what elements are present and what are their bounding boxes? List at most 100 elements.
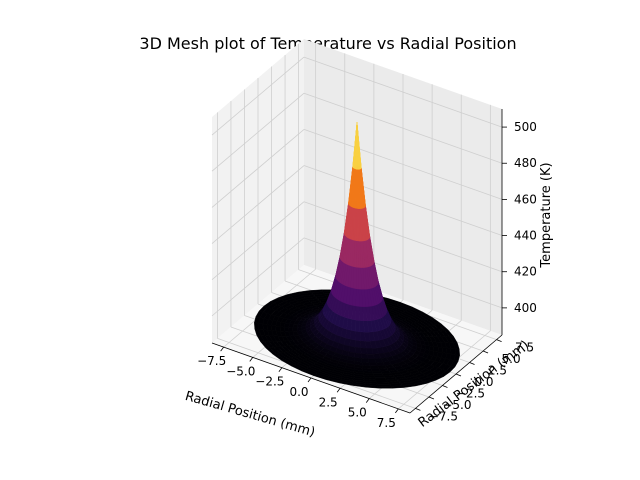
surface-face [354,346,362,354]
grid-line-z-left [211,92,305,172]
y-tick-mark [428,396,435,400]
surface-face [279,326,285,332]
surface-face [446,347,452,355]
surface-face [275,325,281,332]
surface-face [361,358,370,363]
surface-face [359,320,365,333]
x-tick-mark [278,367,283,372]
surface-face [355,319,361,333]
x-tick-label: −5.0 [226,364,255,378]
x-tick-label: 2.5 [319,395,338,409]
surface-face [339,380,354,386]
temperature-surface [254,121,460,389]
x-axis-ticks: −7.5−5.0−2.5 0.0 2.5 5.0 7.5 [197,346,399,430]
y-tick-label: 2.5 [488,364,507,378]
surface-face [369,365,380,370]
surface-face [359,331,366,342]
y-tick-label: −7.5 [429,409,458,423]
z-tick-label: 500 [514,120,537,134]
surface-face [271,325,277,332]
grid-line-z-back [303,237,503,309]
grid-line-z-back [303,201,503,273]
x-tick-label: 0.0 [289,385,308,399]
grid-line-z-left [211,165,305,244]
surface-face [373,375,386,379]
surface-face [350,319,356,332]
surface-face [350,330,356,341]
grid-line-z-left [211,56,305,136]
surface-face [368,362,378,367]
surface-face [372,373,384,376]
y-tick-mark [442,385,448,388]
y-tick-mark [469,362,475,365]
y-tick-label: −2.5 [456,386,485,400]
surface-face [374,377,387,381]
surface-face [288,327,294,332]
y-tick-label: −5.0 [442,398,471,412]
y-tick-mark [496,339,502,342]
surface-face [355,330,361,341]
surface-face [355,266,360,290]
y-tick-mark [482,350,489,354]
surface-face [367,353,375,359]
surface-face [359,306,364,322]
z-tick-label: 420 [514,265,537,279]
surface-face [355,288,360,307]
z-tick-label: 480 [514,156,537,170]
surface-face [450,348,456,355]
surface-face [258,323,264,330]
y-tick-mark [415,408,421,411]
surface-face [349,338,356,348]
z-axis-label: Temperature (K) [539,162,554,268]
y-axis-ticks: −7.5−5.0−2.50.02.55.07.5 [415,339,534,423]
grid-line-z-left [211,129,305,208]
grid-line-z-left [211,201,305,281]
surface-face [266,324,272,331]
surface-face [442,347,448,354]
x-tick-mark [249,357,254,362]
surface-face [390,385,406,389]
surface-face [284,326,290,332]
x-tick-label: −2.5 [255,375,284,389]
z-tick-label: 460 [514,192,537,206]
surface-face [367,358,377,363]
surface-face [454,348,460,356]
surface-face [376,381,390,385]
surface-face [370,368,381,372]
surface-face [377,383,392,387]
x-tick-label: −7.5 [197,354,226,368]
x-tick-label: 5.0 [348,406,367,420]
surface-face [360,340,367,349]
chart-title: 3D Mesh plot of Temperature vs Radial Po… [139,34,516,53]
surface-face [371,371,383,374]
surface-face [354,339,362,349]
y-tick-mark [455,373,462,377]
x-tick-mark [395,408,399,414]
surface-face [352,287,357,307]
x-tick-label: 7.5 [377,416,396,430]
grid-line-z-back [303,56,503,128]
x-tick-mark [220,346,224,352]
surface-face [345,328,352,340]
surface-face [360,347,368,355]
grid-line-z-back [303,92,503,164]
surface-face [355,305,360,321]
surface-face [292,327,298,332]
surface-face [254,322,260,330]
x-tick-mark [365,398,370,403]
grid-line-z-back [303,129,503,200]
z-tick-label: 440 [514,229,537,243]
z-axis-ticks: 400 420 440 460 480 500 [502,120,537,315]
surface-face [262,323,268,331]
z-tick-label: 400 [514,301,537,315]
y-tick-label: 0.0 [474,375,493,389]
surface-face [360,353,369,360]
surface-face [353,266,357,289]
x-tick-mark [336,388,341,393]
x-tick-mark [307,377,312,383]
surface-face [375,379,389,383]
grid-line-z-left [211,237,305,317]
surface-face [378,385,393,389]
